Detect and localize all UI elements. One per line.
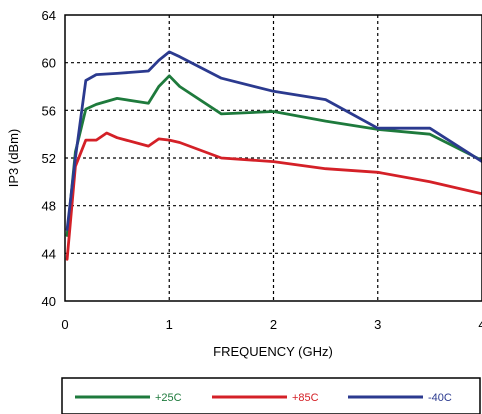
x-tick-label: 1 [166,317,173,332]
y-tick-label: 52 [42,151,56,166]
legend-label: -40C [428,392,452,404]
y-tick-label: 44 [42,246,56,261]
y-tick-label: 48 [42,199,56,214]
series-line-2 [65,131,482,261]
series-line-1 [65,74,482,237]
x-tick-label: 4 [478,317,482,332]
x-tick-label: 3 [374,317,381,332]
y-tick-label: 60 [42,56,56,71]
series-lines [65,50,482,261]
series-line-3 [65,50,482,231]
y-tick-label: 40 [42,294,56,309]
legend: +25C +85C -40C [61,377,481,414]
axis-ticks: 0 1 2 3 4 40 44 48 52 56 60 64 [42,8,482,332]
legend-label: +25C [155,392,182,404]
x-tick-label: 0 [61,317,68,332]
legend-label: +85C [292,392,319,404]
x-tick-label: 2 [270,317,277,332]
y-axis-label: IP3 (dBm) [6,129,21,188]
y-tick-label: 64 [42,8,56,23]
grid-lines [65,15,482,301]
plot-frame [64,14,482,302]
y-tick-label: 56 [42,103,56,118]
x-axis-label: FREQUENCY (GHz) [213,344,333,359]
